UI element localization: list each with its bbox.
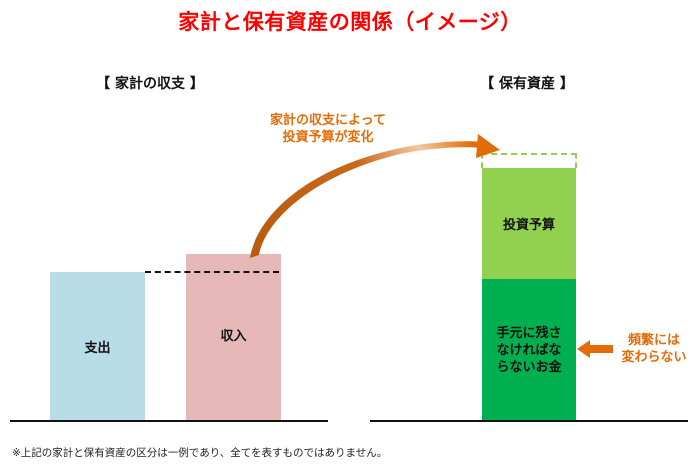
budget-change-dashed-box [481, 153, 577, 168]
investment-budget-label: 投資予算 [502, 218, 555, 233]
reserve-money-segment: 手元に残さ なければな らないお金 [482, 279, 576, 421]
stable-annotation-line-2: 変わらない [621, 350, 687, 365]
reserve-label-line-3: らないお金 [496, 359, 562, 375]
left-baseline [10, 420, 328, 422]
footnote: ※上記の家計と保有資産の区分は一例であり、全てを表すものではありません。 [12, 447, 388, 459]
page-title: 家計と保有資産の関係（イメージ） [178, 10, 522, 34]
stable-annotation: 頻繁には 変わらない [612, 332, 696, 366]
reserve-label-line-1: 手元に残さ [496, 325, 562, 341]
assets-header: 【 保有資産 】 [480, 76, 574, 92]
income-bar: 収入 [186, 254, 281, 421]
right-baseline [370, 420, 688, 422]
expense-label: 支出 [84, 341, 111, 356]
household-balance-header: 【 家計の収支 】 [96, 76, 204, 92]
reserve-label-line-2: なければな [496, 342, 562, 358]
investment-budget-segment: 投資予算 [482, 168, 576, 279]
change-annotation: 家計の収支によって 投資予算が変化 [258, 112, 398, 146]
change-annotation-line-1: 家計の収支によって [270, 113, 386, 128]
change-annotation-line-2: 投資予算が変化 [282, 130, 374, 145]
expense-bar: 支出 [50, 272, 145, 421]
expense-level-dashed-line [145, 271, 279, 273]
stable-annotation-line-1: 頻繁には [627, 333, 680, 348]
income-label: 収入 [220, 329, 247, 344]
